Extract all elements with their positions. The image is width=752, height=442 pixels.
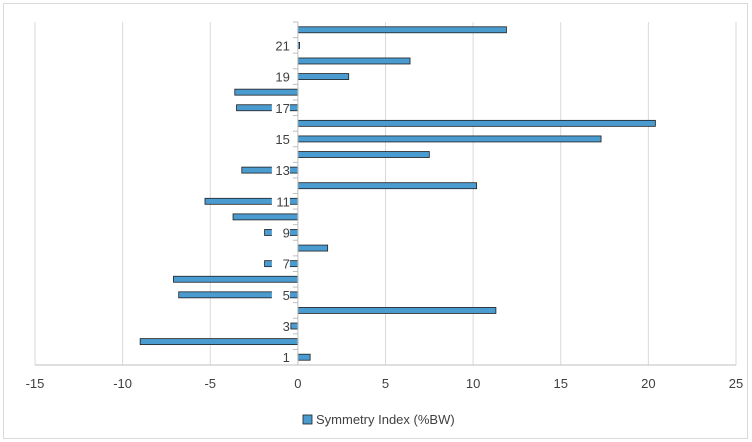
category-label-bg xyxy=(271,131,290,146)
category-label-bg xyxy=(271,69,290,84)
category-tick-label: 3 xyxy=(283,319,290,334)
category-tick-label: 19 xyxy=(275,70,289,85)
bar-10 xyxy=(232,213,299,221)
bar-22 xyxy=(297,26,507,34)
chart-frame xyxy=(3,3,748,439)
bar-6 xyxy=(173,275,299,283)
category-tick-label: 1 xyxy=(283,350,290,365)
category-label-bg xyxy=(271,38,290,53)
category-tick-label: 21 xyxy=(275,38,289,53)
category-tick-label: 13 xyxy=(275,163,289,178)
x-tick-label: 10 xyxy=(466,376,480,391)
bars xyxy=(139,26,656,361)
category-tick-label: 9 xyxy=(283,225,290,240)
category-label-bg xyxy=(271,194,290,209)
category-label-bg xyxy=(271,256,290,271)
category-label-bg xyxy=(271,100,290,115)
x-tick-label: 25 xyxy=(729,376,743,391)
bar-3 xyxy=(290,322,299,330)
category-tick-label: 7 xyxy=(283,257,290,272)
axes xyxy=(35,21,736,366)
category-label-bg xyxy=(271,225,290,240)
x-tick-label: -10 xyxy=(113,376,132,391)
bar-14 xyxy=(297,151,430,158)
x-tick-label: 15 xyxy=(554,376,568,391)
legend-label: Symmetry Index (%BW) xyxy=(316,412,455,427)
bar-12 xyxy=(297,182,478,190)
bar-18 xyxy=(234,88,299,96)
bar-16 xyxy=(297,119,656,127)
bar-19 xyxy=(297,73,350,80)
x-tick-label: 20 xyxy=(641,376,655,391)
bar-4 xyxy=(297,307,497,314)
category-label-bg xyxy=(271,319,290,334)
x-tick-label: -5 xyxy=(204,376,216,391)
bar-15 xyxy=(297,135,602,143)
legend: Symmetry Index (%BW) xyxy=(302,412,455,427)
category-label-bg xyxy=(271,350,290,365)
category-tick-label: 15 xyxy=(275,132,289,147)
bar-8 xyxy=(297,244,329,252)
x-tick-label: 5 xyxy=(382,376,389,391)
bar-2 xyxy=(139,338,299,346)
x-tick-label: 0 xyxy=(294,376,301,391)
category-tick-label: 11 xyxy=(276,194,290,209)
bar-20 xyxy=(297,57,411,65)
gridlines xyxy=(34,22,737,365)
x-tick-label: -15 xyxy=(26,376,45,391)
category-tick-label: 17 xyxy=(275,101,289,116)
category-label-bg xyxy=(271,163,290,178)
category-label-bg xyxy=(271,287,290,302)
bar-1 xyxy=(297,353,311,361)
legend-swatch xyxy=(302,414,313,425)
category-tick-label: 5 xyxy=(283,288,290,303)
